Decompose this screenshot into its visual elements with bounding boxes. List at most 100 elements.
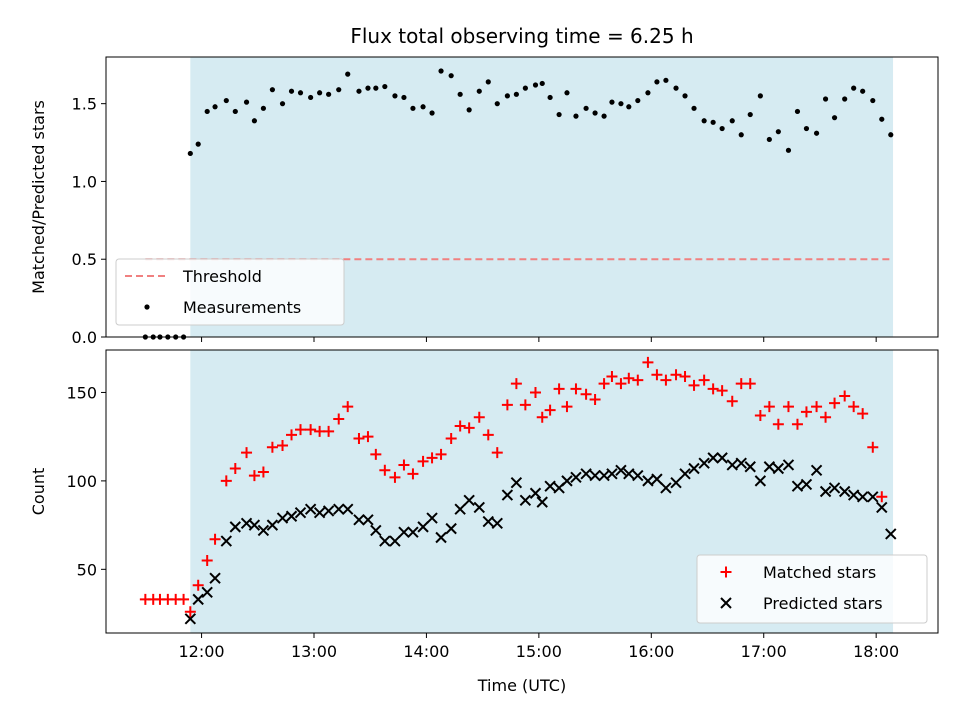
matched-star-point	[589, 394, 601, 406]
predicted-star-point	[257, 524, 270, 537]
predicted-star-point	[353, 514, 365, 526]
predicted-star-point	[266, 519, 279, 531]
matched-star-point	[726, 395, 738, 407]
measurement-point	[336, 87, 342, 93]
matched-star-point	[876, 491, 888, 503]
predicted-star-point	[229, 521, 242, 533]
measurement-point	[803, 125, 810, 132]
predicted-star-point	[707, 452, 719, 464]
measurement-point	[243, 99, 250, 105]
predicted-star-point	[313, 507, 326, 519]
measurement-point	[785, 147, 792, 153]
predicted-star-point	[398, 526, 410, 538]
count-legend-box	[696, 554, 928, 624]
matched-star-point	[184, 606, 196, 618]
matched-star-point	[362, 431, 374, 443]
y-tick-label: 1.5	[72, 95, 97, 114]
measurement-point	[204, 108, 210, 115]
predicted-star-point	[876, 501, 888, 514]
predicted-star-point	[362, 514, 374, 526]
matched-star-point	[763, 401, 775, 413]
measurement-point	[382, 83, 388, 90]
matched-star-point	[454, 420, 466, 432]
matched-star-point	[529, 386, 541, 398]
predicted-star-point	[536, 496, 548, 508]
measurement-point	[513, 91, 519, 97]
measurement-point	[710, 119, 716, 125]
matched-star-point	[811, 401, 823, 413]
measurement-point	[794, 108, 801, 115]
count-panel-frame	[105, 349, 939, 634]
predicted-star-point	[285, 510, 298, 522]
matched-star-point	[744, 378, 756, 390]
matched-star-point	[277, 440, 289, 452]
matched-star-point	[501, 399, 513, 411]
matched-star-point	[632, 374, 644, 386]
matched-star-point	[553, 383, 565, 395]
predicted-star-point	[192, 593, 204, 606]
measurement-point	[223, 97, 229, 104]
matched-star-point	[698, 374, 710, 386]
matched-star-point	[248, 470, 260, 482]
measurement-point	[879, 116, 885, 122]
matched-star-point	[536, 411, 548, 423]
measurement-point	[842, 96, 848, 102]
matched-star-point	[580, 388, 592, 400]
measurement-point	[326, 91, 332, 97]
predicted-star-point	[184, 613, 197, 625]
matched-star-point	[201, 554, 213, 566]
measurement-point	[345, 71, 351, 77]
measurement-point	[618, 101, 624, 107]
measurement-point	[532, 82, 539, 88]
measurement-point	[719, 125, 725, 132]
matched-star-point	[754, 409, 766, 421]
measurement-point	[556, 111, 562, 118]
measurements-legend-label: Measurements	[183, 298, 301, 317]
x-axis-label: Time (UTC)	[477, 676, 566, 695]
matched-star-point	[305, 424, 317, 436]
count-y-ticks: 50 100 150	[66, 383, 106, 579]
measurement-point	[212, 104, 218, 110]
predicted-star-point	[570, 471, 582, 484]
matched-star-point	[295, 424, 307, 436]
measurement-point	[308, 94, 314, 101]
predicted-star-point	[782, 459, 795, 471]
matched-star-point	[598, 378, 610, 390]
matched-star-point	[716, 385, 728, 397]
measurement-point	[356, 88, 362, 94]
measurement-point	[609, 99, 615, 105]
predicted-star-point	[735, 457, 747, 469]
predicted-star-point	[482, 515, 494, 528]
predicted-star-point	[838, 485, 851, 498]
measurement-point	[573, 113, 579, 119]
matched-star-point	[491, 447, 503, 459]
matched-star-point	[570, 383, 582, 395]
measurement-point	[288, 88, 295, 94]
matched-star-point	[670, 369, 682, 381]
matched-star-point	[688, 379, 700, 391]
predicted-star-point	[342, 503, 354, 515]
matched-star-point	[791, 418, 803, 430]
measurement-point	[822, 96, 829, 102]
matched-star-point	[192, 579, 204, 591]
x-tick-label: 12:00	[179, 642, 225, 661]
x-tick-label: 16:00	[628, 642, 674, 661]
matched-star-point	[606, 371, 618, 383]
matched-star-point	[379, 464, 391, 476]
measurement-point	[813, 130, 820, 136]
predicted-star-point	[370, 524, 382, 537]
predicted-star-point	[304, 503, 317, 515]
matched-star-point	[839, 390, 851, 402]
ratio-legend: Threshold Measurements	[115, 258, 345, 326]
measurement-point	[251, 118, 258, 124]
predicted-star-point	[632, 469, 644, 482]
predicted-star-point	[800, 478, 813, 491]
matched-star-point	[445, 432, 457, 444]
measurement-point	[504, 93, 510, 99]
measurement-point	[232, 108, 238, 115]
matched-star-point	[510, 378, 522, 390]
matched-star-point	[398, 459, 410, 471]
predicted-star-point	[698, 457, 710, 469]
predicted-star-point	[791, 480, 804, 492]
